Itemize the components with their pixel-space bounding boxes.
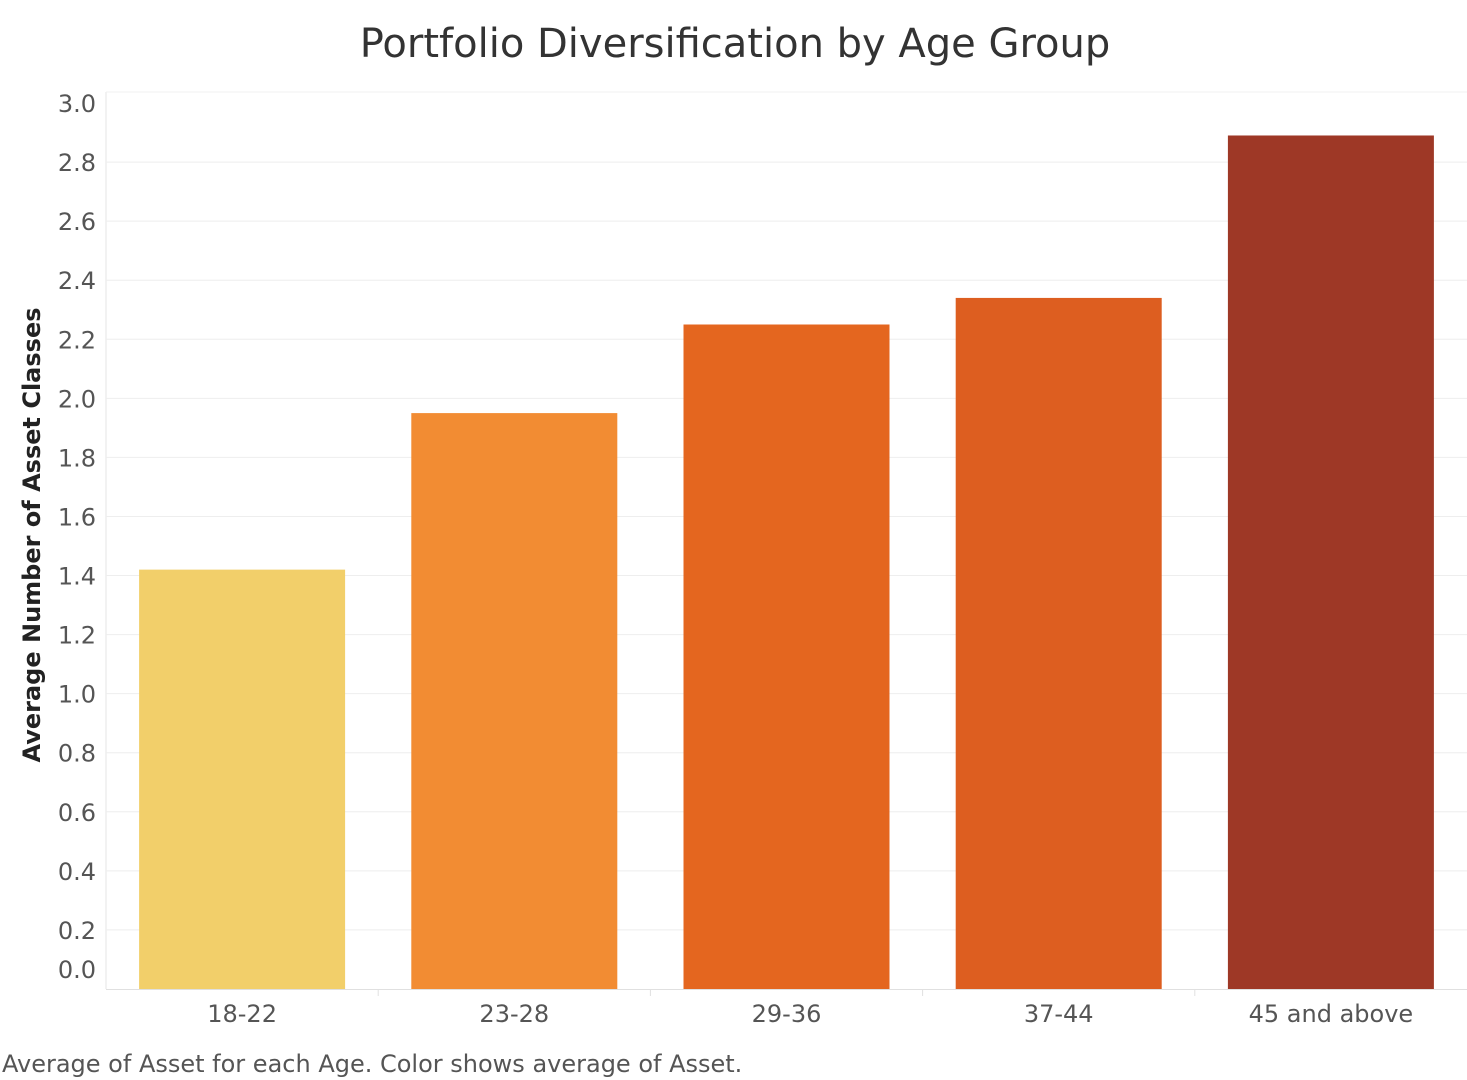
y-tick-label: 3.0 — [58, 90, 96, 118]
bar — [139, 569, 346, 989]
y-tick-label: 1.6 — [58, 503, 96, 531]
y-axis-title: Average Number of Asset Classes — [18, 307, 46, 762]
y-tick-label: 0.4 — [58, 858, 96, 886]
y-tick-label: 2.0 — [58, 385, 96, 413]
x-tick-label: 45 and above — [1249, 1000, 1414, 1028]
y-tick-label: 1.8 — [58, 444, 96, 472]
bar — [683, 324, 890, 989]
y-tick-label: 2.8 — [58, 149, 96, 177]
y-tick-label: 2.2 — [58, 326, 96, 354]
y-tick-label: 1.4 — [58, 563, 96, 591]
bars — [139, 135, 1434, 990]
y-axis-ticks: 0.0 0.2 0.4 0.6 0.8 1.0 1.2 1.4 1.6 1.8 2.0 2.2 2.4 2… — [58, 90, 96, 984]
x-tick-label: 18-22 — [207, 1000, 277, 1028]
chart-title: Portfolio Diversification by Age Group — [360, 21, 1111, 67]
y-tick-label: 1.0 — [58, 681, 96, 709]
x-tick-label: 37-44 — [1024, 1000, 1094, 1028]
x-axis-ticks: 18-22 23-28 29-36 37-44 45 and above — [207, 989, 1413, 1028]
y-tick-label: 1.2 — [58, 622, 96, 650]
bar — [955, 297, 1162, 989]
chart-caption: Average of Asset for each Age. Color sho… — [2, 1050, 742, 1078]
y-tick-label: 0.0 — [58, 956, 96, 984]
y-tick-label: 0.6 — [58, 799, 96, 827]
bar — [411, 413, 618, 990]
y-tick-label: 2.4 — [58, 267, 96, 295]
y-tick-label: 0.2 — [58, 917, 96, 945]
x-tick-label: 23-28 — [479, 1000, 549, 1028]
y-tick-label: 0.8 — [58, 740, 96, 768]
y-tick-label: 2.6 — [58, 208, 96, 236]
bar — [1227, 135, 1434, 989]
x-tick-label: 29-36 — [752, 1000, 822, 1028]
